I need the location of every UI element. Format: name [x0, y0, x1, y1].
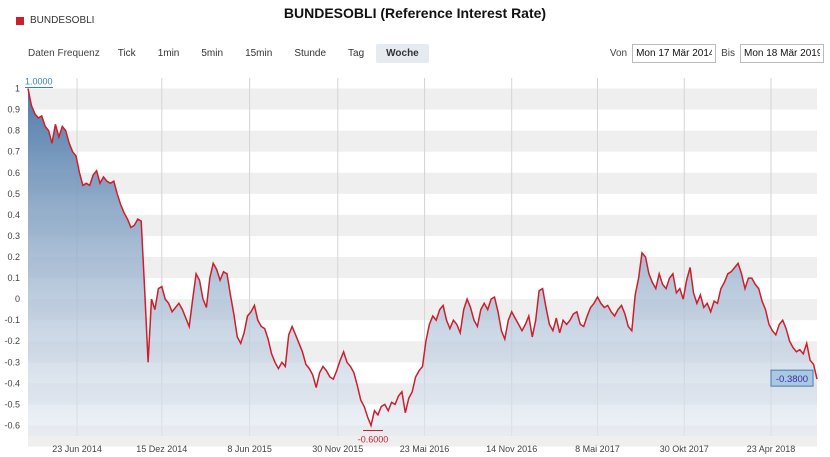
x-tick-label: 8 Jun 2015	[227, 444, 272, 454]
freq-button-stunde[interactable]: Stunde	[294, 48, 327, 59]
grid-band	[28, 214, 817, 236]
to-label: Bis	[721, 48, 735, 59]
chart-legend[interactable]: BUNDESOBLI	[16, 15, 94, 26]
x-tick-label: 30 Nov 2015	[312, 444, 363, 454]
x-tick-label: 30 Okt 2017	[660, 444, 709, 454]
y-tick-label: 0.4	[7, 210, 20, 220]
series-area	[28, 88, 817, 436]
grid-band	[28, 88, 817, 110]
y-tick-label: -0.2	[4, 336, 20, 346]
series-line[interactable]	[27, 88, 818, 428]
to-date-input[interactable]	[740, 44, 824, 63]
y-tick-label: -0.3	[4, 357, 20, 367]
last-value-box	[770, 369, 814, 387]
frequency-label: Daten Frequenz	[28, 48, 100, 59]
min-value-label: -0.6000	[358, 434, 389, 444]
max-value-label: 1.0000	[25, 77, 53, 87]
y-tick-label: 0.6	[7, 168, 20, 178]
freq-button-tick[interactable]: Tick	[117, 48, 136, 59]
y-tick-label: 0.8	[7, 126, 20, 136]
last-value-label: -0.3800	[776, 374, 808, 385]
from-label: Von	[609, 48, 628, 59]
y-tick-label: 0.5	[7, 189, 20, 199]
freq-button-5min[interactable]: 5min	[201, 48, 224, 59]
x-tick-label: 23 Mai 2016	[400, 444, 450, 454]
grid-band	[28, 172, 817, 194]
x-tick-label: 14 Nov 2016	[486, 444, 537, 454]
y-tick-label: 0.1	[7, 273, 20, 283]
y-tick-label: -0.4	[4, 378, 20, 388]
x-tick-label: 23 Apr 2018	[747, 444, 796, 454]
y-tick-label: 1	[15, 84, 20, 94]
y-tick-label: -0.1	[4, 315, 20, 325]
grid-band	[28, 130, 817, 152]
x-tick-label: 23 Jun 2014	[52, 444, 102, 454]
frequency-toolbar: Daten Frequenz Tick 1min 5min 15min Stun…	[28, 44, 431, 63]
y-tick-label: 0	[15, 294, 20, 304]
freq-button-15min[interactable]: 15min	[245, 48, 273, 59]
freq-button-woche[interactable]: Woche	[376, 44, 429, 63]
grid-band	[28, 257, 817, 279]
y-tick-label: 0.2	[7, 252, 20, 262]
x-tick-label: 8 Mai 2017	[575, 444, 620, 454]
y-tick-label: 0.3	[7, 231, 20, 241]
x-tick-label: 15 Dez 2014	[136, 444, 187, 454]
y-tick-label: 0.7	[7, 147, 20, 157]
date-range: Von Bis	[605, 44, 824, 63]
y-tick-label: -0.6	[4, 420, 20, 430]
y-tick-label: 0.9	[7, 105, 20, 115]
freq-button-1min[interactable]: 1min	[157, 48, 180, 59]
legend-swatch	[16, 16, 24, 25]
freq-button-tag[interactable]: Tag	[348, 48, 365, 59]
from-date-input[interactable]	[632, 44, 717, 63]
legend-label: BUNDESOBLI	[30, 15, 95, 26]
y-tick-label: -0.5	[4, 399, 20, 409]
chart-title: BUNDESOBLI (Reference Interest Rate)	[283, 5, 547, 21]
